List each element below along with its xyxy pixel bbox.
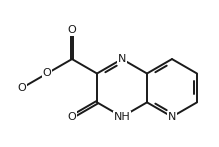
- Text: N: N: [168, 112, 176, 122]
- Text: O: O: [43, 69, 51, 78]
- Text: O: O: [68, 25, 76, 35]
- Text: O: O: [68, 112, 76, 122]
- Text: O: O: [18, 83, 26, 93]
- Text: NH: NH: [114, 112, 130, 122]
- Text: N: N: [118, 54, 126, 64]
